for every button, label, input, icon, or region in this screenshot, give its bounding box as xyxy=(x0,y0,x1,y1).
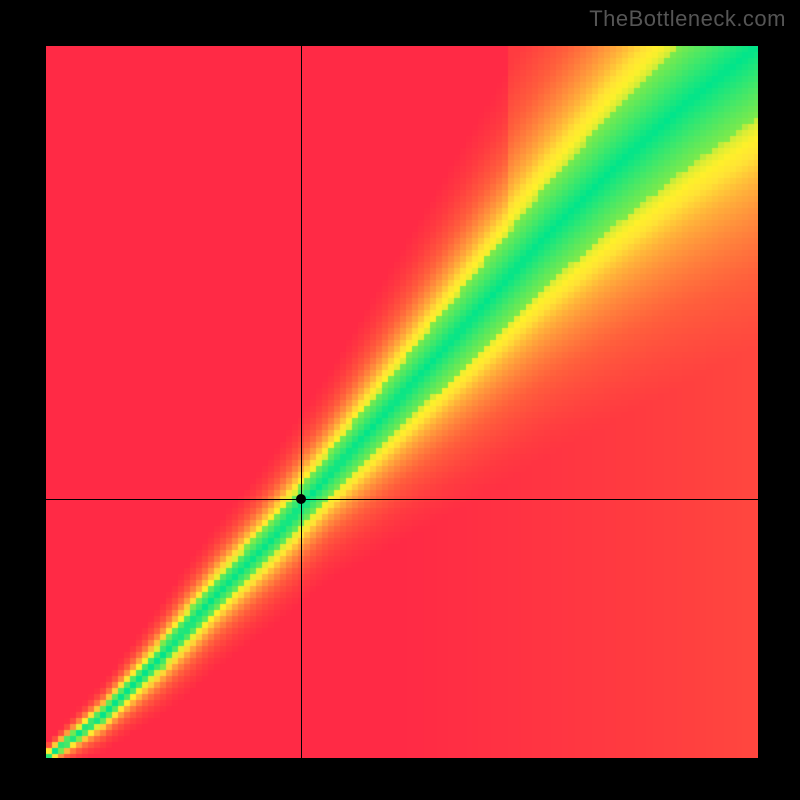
outer-frame: TheBottleneck.com xyxy=(0,0,800,800)
crosshair-vertical xyxy=(301,46,302,758)
crosshair-horizontal xyxy=(46,499,758,500)
crosshair-marker xyxy=(296,494,306,504)
watermark-text: TheBottleneck.com xyxy=(589,6,786,32)
heatmap-canvas xyxy=(46,46,758,758)
heatmap-plot xyxy=(46,46,758,758)
